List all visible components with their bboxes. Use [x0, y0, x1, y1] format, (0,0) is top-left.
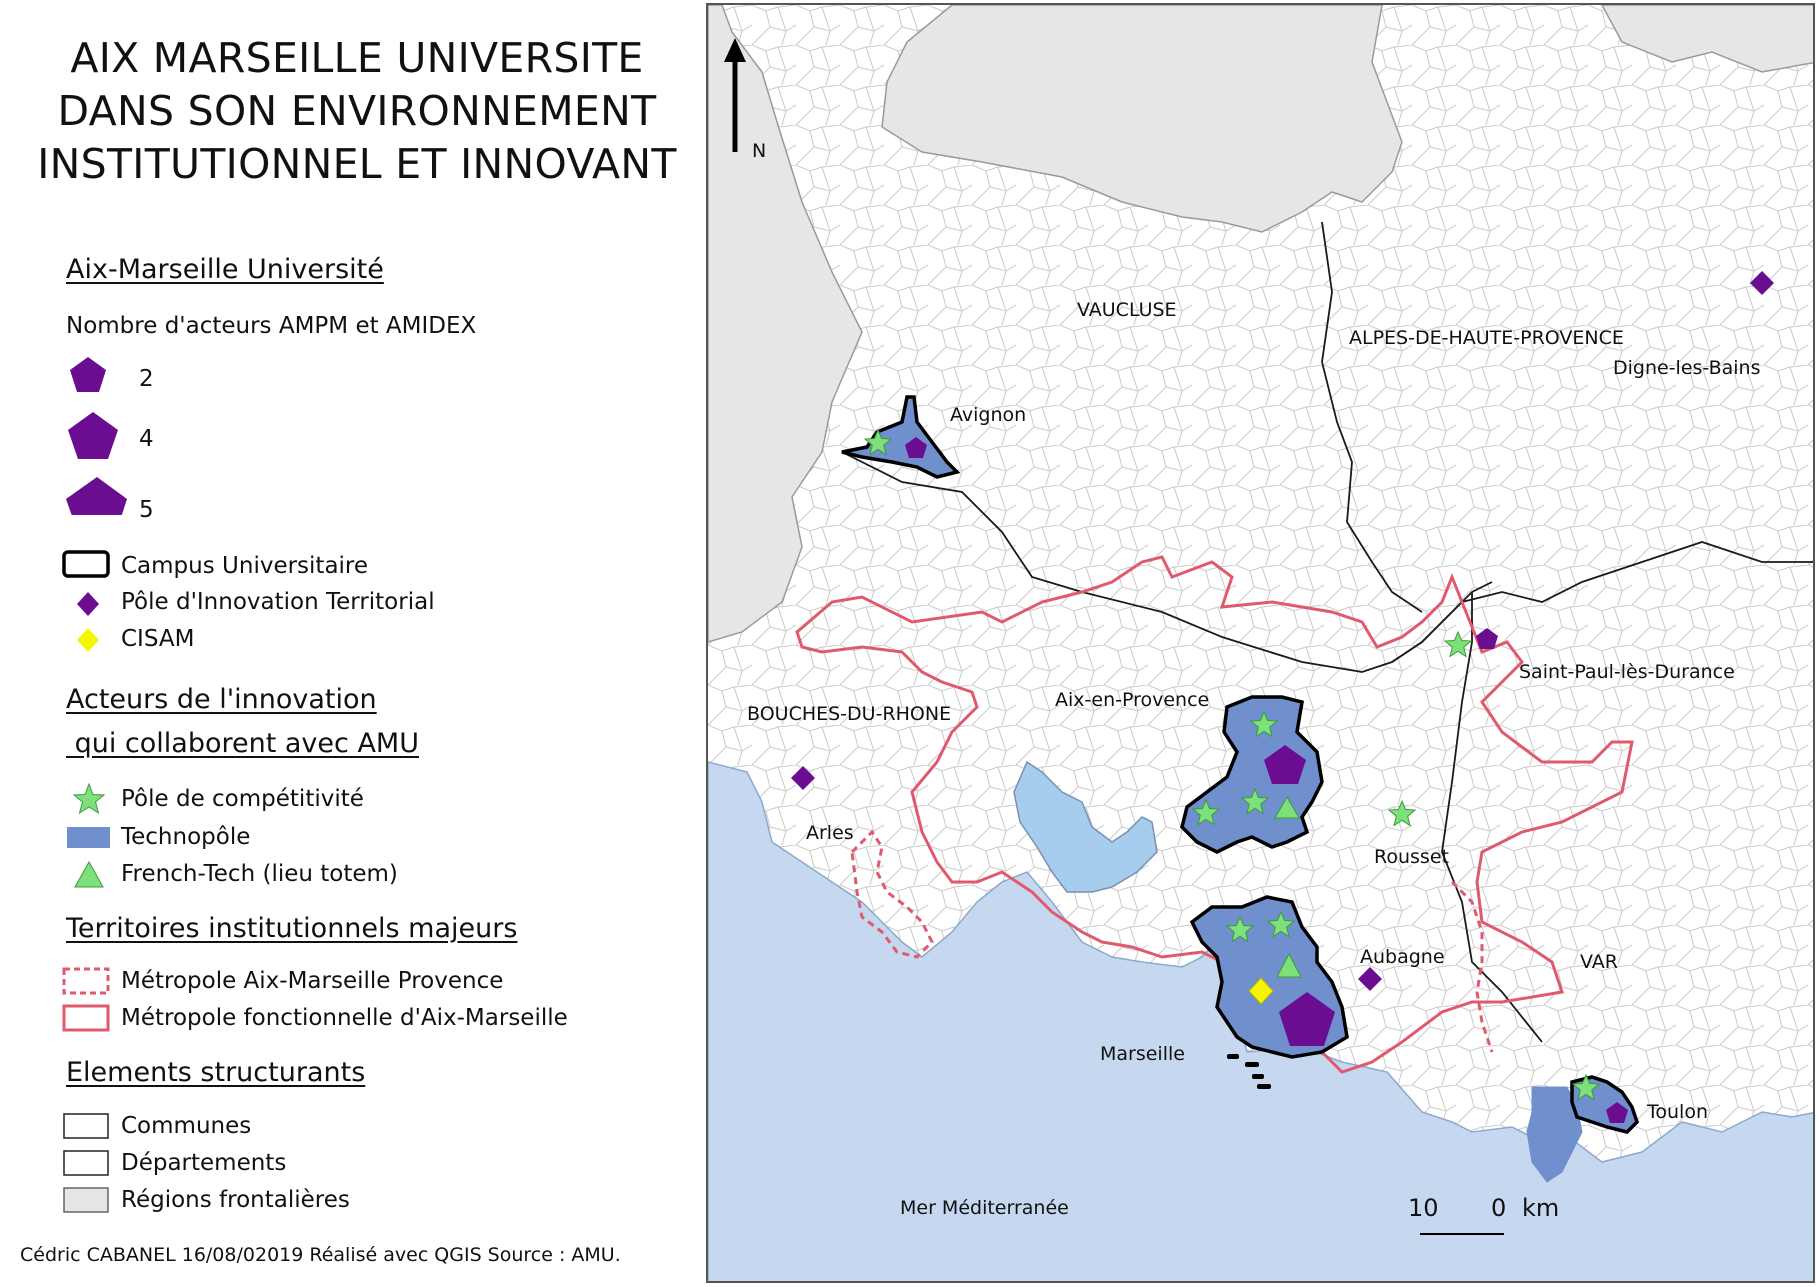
diamond-aubagne[interactable]	[1358, 967, 1382, 991]
star-aix-3[interactable]	[1191, 798, 1221, 826]
metropole-amp-east-outline	[1450, 880, 1494, 1053]
legend-metropole-amp-symbol	[62, 967, 110, 995]
legend-pentagon-large	[66, 477, 127, 515]
french-tech-triangles	[1274, 795, 1302, 978]
legend-metropole-fonctionnelle-symbol	[62, 1004, 110, 1032]
department-boundaries	[841, 221, 1813, 1043]
legend-pentagon-medium	[68, 412, 118, 459]
legend-size-symbols	[66, 357, 127, 515]
region-drome	[881, 5, 1403, 233]
star-toulon[interactable]	[1571, 1073, 1601, 1101]
legend-panel: AIX MARSEILLE UNIVERSITE DANS SON ENVIRO…	[0, 0, 700, 1287]
pentagon-marseille[interactable]	[1279, 992, 1335, 1046]
pentagon-saint-paul[interactable]	[1476, 628, 1498, 649]
legend-heading-amu: Aix-Marseille Université	[66, 254, 384, 285]
lagoon-etang-de-berre	[1013, 760, 1158, 893]
north-label: N	[752, 140, 766, 162]
dept-label-ahp: ALPES-DE-HAUTE-PROVENCE	[1349, 327, 1624, 349]
pole-competitivite-stars	[863, 428, 1601, 1101]
star-marseille-2[interactable]	[1266, 910, 1296, 938]
scale-unit: km	[1522, 1194, 1559, 1222]
city-label-marseille: Marseille	[1100, 1043, 1185, 1065]
legend-heading-innovation-1: Acteurs de l'innovation	[66, 684, 377, 715]
star-aix-2[interactable]	[1240, 787, 1270, 815]
city-label-arles: Arles	[806, 822, 854, 844]
pentagon-toulon[interactable]	[1606, 1102, 1628, 1123]
scale-label-left: 10	[1408, 1194, 1439, 1222]
pentagon-aix[interactable]	[1264, 745, 1306, 784]
city-label-digne: Digne-les-Bains	[1613, 357, 1761, 379]
legend-departements-label: Départements	[121, 1150, 287, 1176]
campus-avignon[interactable]	[841, 395, 961, 479]
diamond-digne[interactable]	[1750, 271, 1774, 295]
region-gard	[708, 5, 863, 643]
diamond-arles[interactable]	[791, 766, 815, 790]
dept-label-vaucluse: VAUCLUSE	[1077, 299, 1177, 321]
dept-label-bdr: BOUCHES-DU-RHONE	[747, 703, 951, 725]
star-aix-1[interactable]	[1249, 710, 1279, 738]
legend-pole-competitivite-label: Pôle de compétitivité	[121, 786, 364, 812]
legend-pentagon-small	[70, 357, 106, 392]
star-marseille-1[interactable]	[1225, 915, 1255, 943]
dept-label-var: VAR	[1580, 951, 1618, 973]
map-canvas: N VAUCLUSE ALPES-DE-HAUTE-PROVENCE BOUCH…	[708, 5, 1813, 1281]
scale-label-right: 0	[1491, 1194, 1506, 1222]
city-label-aix: Aix-en-Provence	[1055, 689, 1209, 711]
region-north-east	[1601, 5, 1813, 73]
legend-heading-territoires: Territoires institutionnels majeurs	[66, 913, 518, 944]
legend-metropole-fonctionnelle-label: Métropole fonctionnelle d'Aix-Marseille	[121, 1005, 568, 1031]
metropole-amp-outline	[850, 829, 934, 959]
legend-star-icon	[72, 783, 106, 815]
pentagon-avignon[interactable]	[905, 437, 927, 458]
legend-metropole-amp-label: Métropole Aix-Marseille Provence	[121, 968, 504, 994]
city-label-rousset: Rousset	[1374, 846, 1449, 868]
pole-innovation-diamonds	[791, 271, 1774, 991]
legend-technopole-label: Technopôle	[121, 824, 251, 850]
legend-campus-symbol	[62, 550, 110, 578]
star-saint-paul[interactable]	[1443, 630, 1473, 658]
north-arrow	[724, 38, 746, 152]
city-label-avignon: Avignon	[950, 404, 1026, 426]
legend-pole-innovation-label: Pôle d'Innovation Territorial	[121, 589, 435, 615]
star-avignon[interactable]	[863, 428, 893, 456]
page-title: AIX MARSEILLE UNIVERSITE DANS SON ENVIRO…	[37, 34, 677, 188]
legend-size-4: 4	[139, 426, 154, 452]
triangle-marseille[interactable]	[1276, 952, 1302, 978]
legend-regions-label: Régions frontalières	[121, 1187, 350, 1213]
legend-campus-label: Campus Universitaire	[121, 553, 369, 579]
city-label-toulon: Toulon	[1646, 1101, 1708, 1123]
city-label-aubagne: Aubagne	[1360, 946, 1445, 968]
triangle-aix[interactable]	[1274, 795, 1300, 819]
legend-communes-label: Communes	[121, 1113, 252, 1139]
legend-size-2: 2	[139, 366, 154, 392]
legend-heading-elements: Elements structurants	[66, 1057, 366, 1088]
legend-pole-innovation-icon	[77, 592, 99, 616]
amu-actor-pentagons	[905, 437, 1628, 1123]
cisam-marseille[interactable]	[1248, 977, 1274, 1005]
legend-regions-symbol	[63, 1187, 109, 1213]
legend-departements-symbol	[63, 1150, 109, 1176]
star-rousset[interactable]	[1387, 799, 1417, 827]
map-frame: N VAUCLUSE ALPES-DE-HAUTE-PROVENCE BOUCH…	[706, 3, 1815, 1283]
metropole-fonctionnelle-outline	[795, 555, 1634, 1074]
marseille-islands	[1227, 1054, 1271, 1089]
legend-cisam-icon	[77, 628, 99, 652]
legend-cisam-label: CISAM	[121, 626, 195, 652]
legend-technopole-symbol	[67, 827, 110, 848]
credit-line: Cédric CABANEL 16/08/02019 Réalisé avec …	[20, 1244, 621, 1266]
sea-label: Mer Méditerranée	[900, 1197, 1069, 1219]
legend-french-tech-label: French-Tech (lieu totem)	[121, 861, 398, 887]
legend-triangle-icon	[74, 860, 104, 888]
legend-actors-count-label: Nombre d'acteurs AMPM et AMIDEX	[66, 313, 477, 339]
city-label-saint-paul: Saint-Paul-lès-Durance	[1519, 661, 1735, 683]
legend-size-5: 5	[139, 497, 154, 523]
legend-heading-innovation-2: qui collaborent avec AMU	[66, 728, 419, 759]
legend-communes-symbol	[63, 1113, 109, 1139]
